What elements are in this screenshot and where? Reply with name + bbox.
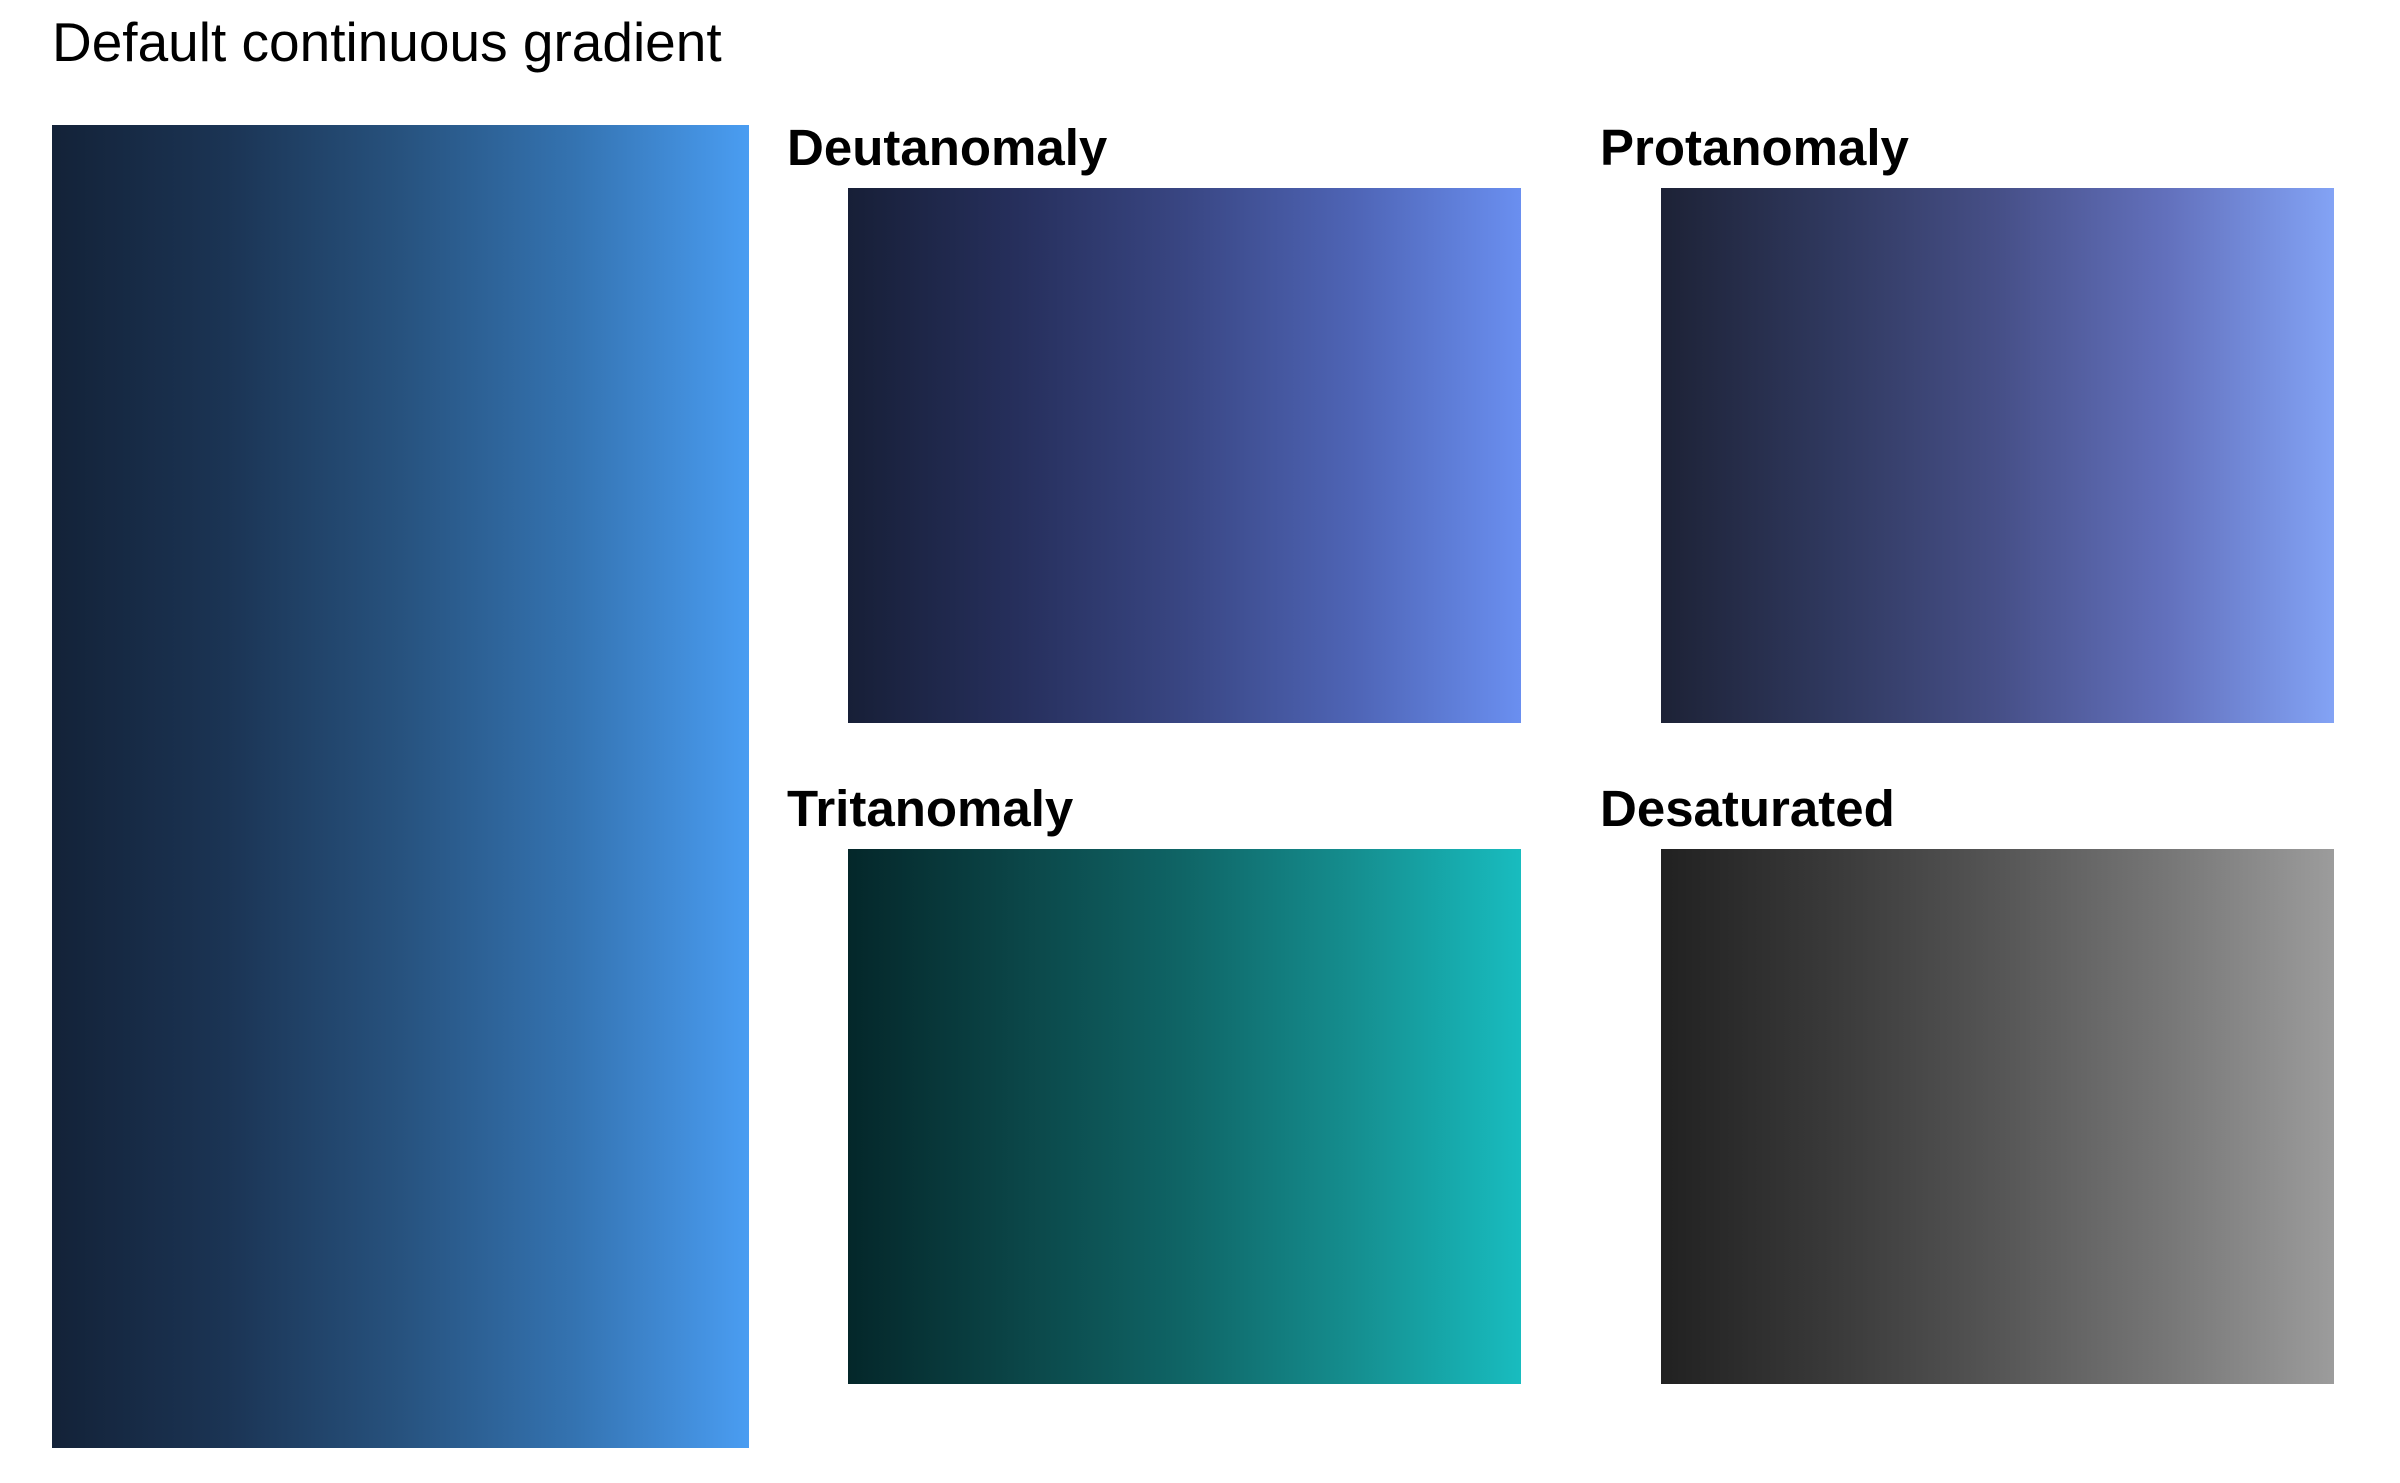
deutanomaly-gradient-swatch: [848, 188, 1521, 723]
page-title: Default continuous gradient: [52, 11, 722, 73]
desaturated-gradient-swatch: [1661, 849, 2334, 1384]
deutanomaly-title: Deutanomaly: [787, 119, 1108, 176]
default-gradient-swatch: [52, 125, 749, 1448]
tritanomaly-title: Tritanomaly: [787, 780, 1074, 837]
protanomaly-gradient-swatch: [1661, 188, 2334, 723]
desaturated-title: Desaturated: [1600, 780, 1895, 837]
tritanomaly-gradient-swatch: [848, 849, 1521, 1384]
protanomaly-title: Protanomaly: [1600, 119, 1909, 176]
